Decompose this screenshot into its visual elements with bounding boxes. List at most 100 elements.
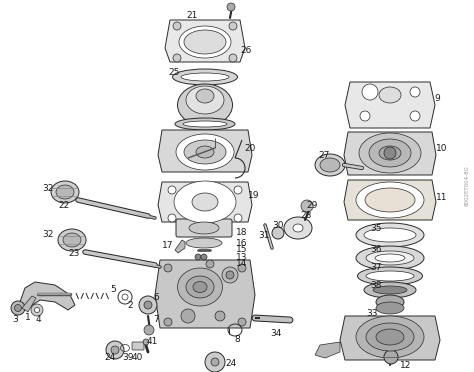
Text: 5: 5	[110, 285, 116, 295]
Ellipse shape	[35, 308, 39, 312]
Circle shape	[143, 339, 149, 345]
Circle shape	[181, 309, 195, 323]
Text: 40: 40	[132, 353, 143, 362]
Polygon shape	[315, 342, 340, 358]
Ellipse shape	[376, 329, 404, 345]
Circle shape	[195, 254, 201, 260]
Ellipse shape	[176, 134, 234, 170]
Circle shape	[164, 318, 172, 326]
Text: 18: 18	[236, 228, 247, 237]
Circle shape	[211, 358, 219, 366]
Ellipse shape	[376, 295, 404, 309]
Ellipse shape	[177, 268, 222, 306]
Ellipse shape	[284, 217, 312, 239]
Circle shape	[173, 54, 181, 62]
Circle shape	[272, 227, 284, 239]
Ellipse shape	[375, 254, 405, 262]
Text: 12: 12	[400, 360, 411, 369]
Ellipse shape	[56, 185, 74, 199]
Ellipse shape	[320, 158, 340, 172]
Circle shape	[106, 341, 124, 359]
Ellipse shape	[356, 316, 424, 358]
Text: 23: 23	[68, 250, 79, 259]
Circle shape	[238, 264, 246, 272]
Circle shape	[206, 260, 214, 268]
Text: 20: 20	[244, 144, 255, 153]
Ellipse shape	[293, 224, 303, 232]
Text: 17: 17	[162, 241, 173, 250]
Ellipse shape	[58, 229, 86, 251]
Polygon shape	[20, 282, 75, 310]
Text: 24: 24	[225, 359, 236, 369]
Text: 32: 32	[42, 183, 54, 192]
Ellipse shape	[15, 305, 21, 311]
Circle shape	[201, 254, 207, 260]
Ellipse shape	[366, 271, 414, 281]
Polygon shape	[175, 240, 185, 253]
Circle shape	[173, 22, 181, 30]
Circle shape	[234, 186, 242, 194]
Ellipse shape	[63, 233, 81, 247]
Ellipse shape	[364, 282, 416, 298]
Circle shape	[226, 271, 234, 279]
Text: 30: 30	[272, 221, 283, 230]
Text: 6: 6	[153, 294, 159, 302]
Text: 39: 39	[122, 353, 134, 362]
Circle shape	[144, 325, 154, 335]
Ellipse shape	[31, 304, 43, 316]
Ellipse shape	[51, 181, 79, 203]
Text: 8: 8	[234, 336, 240, 344]
Text: 4: 4	[36, 315, 42, 324]
Text: 27: 27	[318, 151, 329, 160]
Circle shape	[168, 186, 176, 194]
Polygon shape	[344, 180, 436, 220]
Ellipse shape	[181, 73, 229, 81]
Text: 16: 16	[236, 238, 247, 247]
Polygon shape	[22, 296, 36, 312]
Ellipse shape	[364, 228, 416, 242]
Ellipse shape	[186, 86, 224, 114]
Text: 34: 34	[270, 330, 282, 339]
Circle shape	[238, 318, 246, 326]
Ellipse shape	[183, 121, 227, 127]
Circle shape	[227, 3, 235, 11]
Text: 9: 9	[434, 93, 440, 103]
Polygon shape	[345, 82, 435, 128]
Text: 3: 3	[12, 315, 18, 324]
Ellipse shape	[192, 193, 218, 211]
Ellipse shape	[379, 87, 401, 103]
Text: 24: 24	[104, 353, 115, 362]
Text: 14: 14	[236, 260, 247, 269]
Ellipse shape	[379, 146, 401, 160]
Text: 26: 26	[240, 45, 251, 55]
Circle shape	[205, 352, 225, 372]
Ellipse shape	[186, 238, 222, 248]
FancyBboxPatch shape	[176, 219, 232, 237]
FancyBboxPatch shape	[132, 342, 144, 350]
Ellipse shape	[366, 323, 414, 351]
Circle shape	[384, 350, 398, 364]
Ellipse shape	[376, 302, 404, 314]
Ellipse shape	[184, 30, 226, 54]
Text: 35: 35	[370, 224, 382, 232]
Ellipse shape	[365, 188, 415, 212]
Ellipse shape	[177, 84, 233, 126]
Ellipse shape	[357, 267, 422, 285]
Circle shape	[164, 264, 172, 272]
Ellipse shape	[184, 140, 226, 164]
Text: 22: 22	[58, 201, 69, 209]
Polygon shape	[165, 20, 245, 62]
Text: 19: 19	[248, 190, 259, 199]
Ellipse shape	[356, 223, 424, 247]
Circle shape	[222, 267, 238, 283]
Circle shape	[360, 111, 370, 121]
Polygon shape	[158, 130, 252, 172]
Ellipse shape	[373, 286, 407, 294]
Polygon shape	[158, 182, 252, 222]
Ellipse shape	[315, 154, 345, 176]
Polygon shape	[340, 316, 440, 360]
Ellipse shape	[196, 89, 214, 103]
Text: 38: 38	[370, 280, 382, 289]
Text: 31: 31	[258, 231, 270, 240]
Circle shape	[111, 346, 119, 354]
